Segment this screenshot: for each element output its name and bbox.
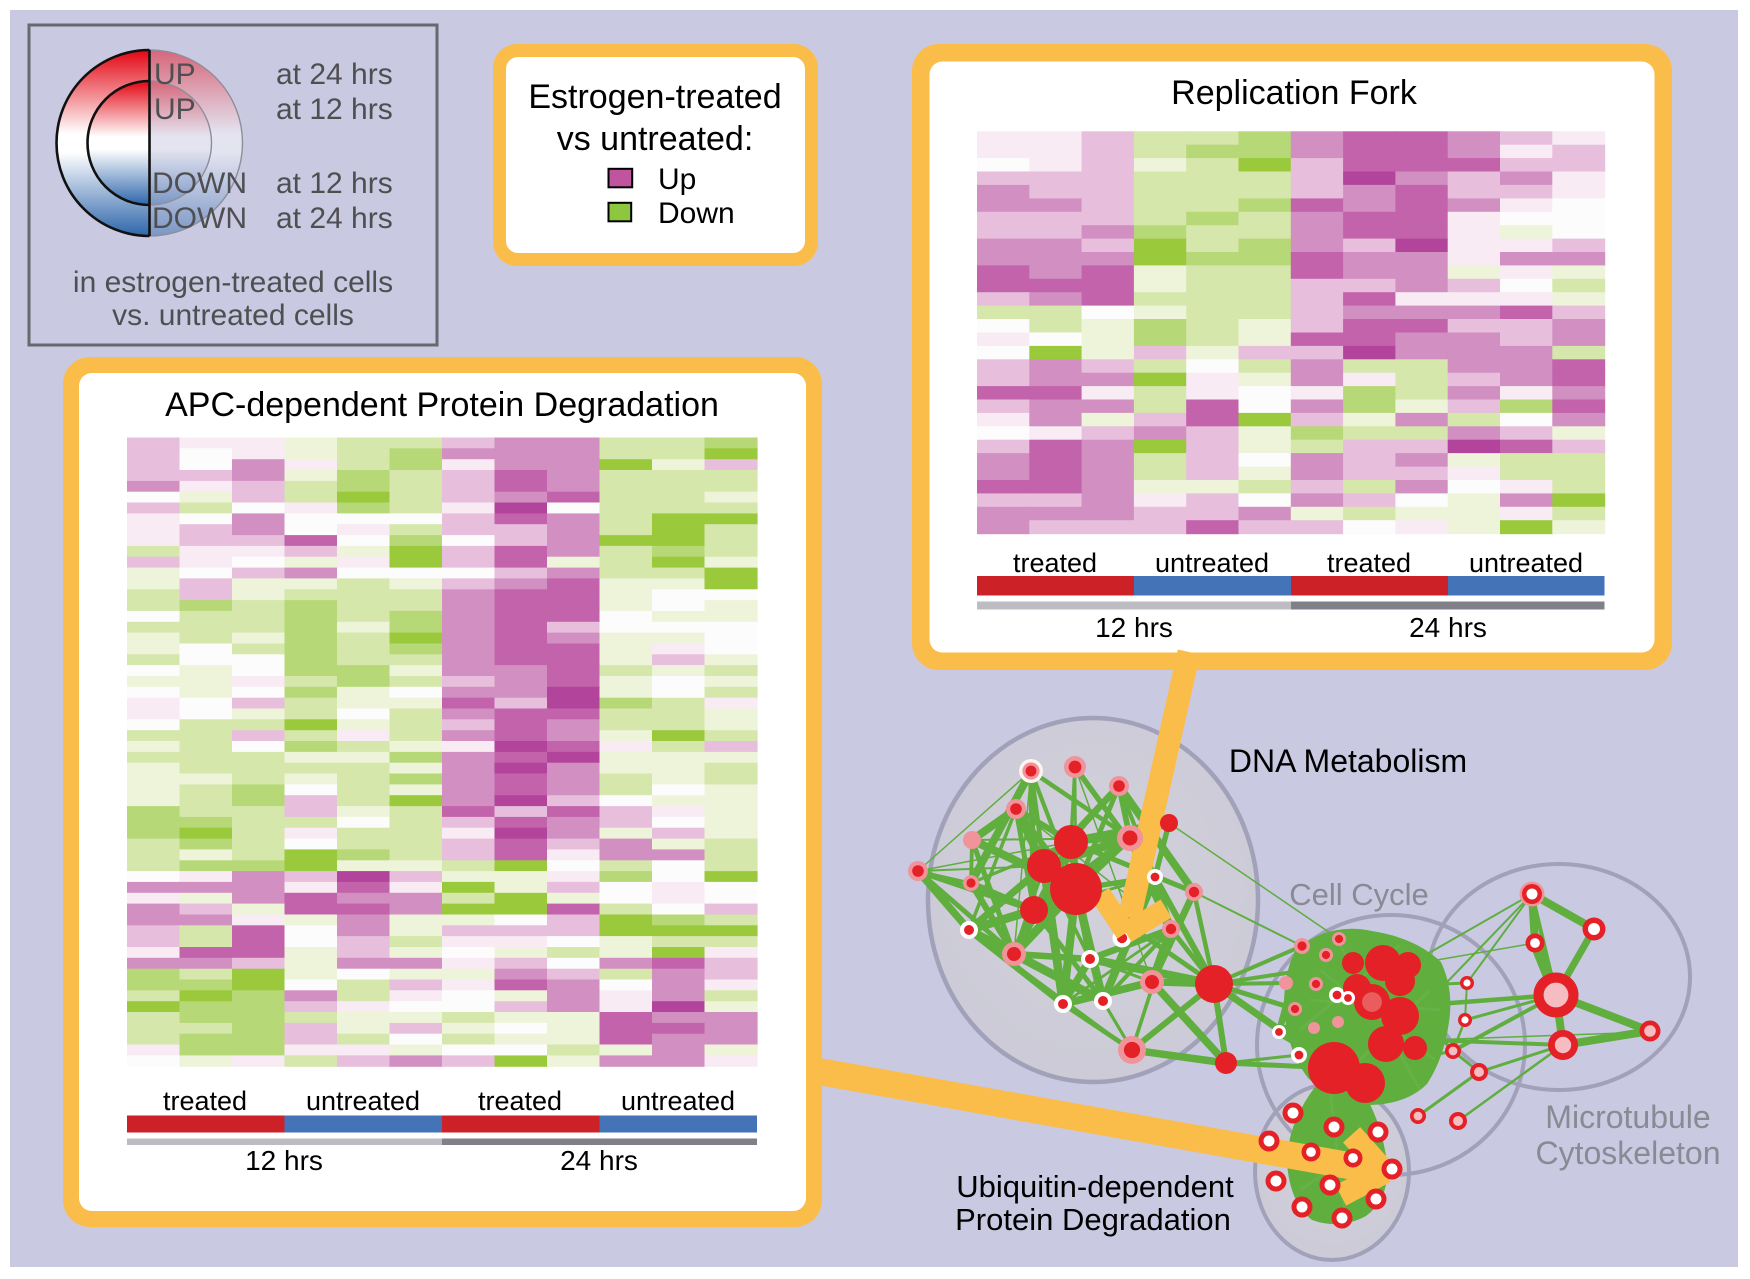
svg-text:Up: Up — [658, 163, 696, 196]
svg-text:12 hrs: 12 hrs — [245, 1145, 323, 1176]
svg-text:treated: treated — [163, 1086, 247, 1116]
svg-text:DOWN: DOWN — [152, 202, 247, 235]
svg-text:Cytoskeleton: Cytoskeleton — [1536, 1135, 1721, 1171]
svg-text:UP: UP — [154, 93, 196, 126]
svg-text:untreated: untreated — [1469, 548, 1583, 578]
svg-text:Estrogen-treated: Estrogen-treated — [528, 78, 781, 116]
svg-text:Replication Fork: Replication Fork — [1171, 74, 1418, 112]
svg-text:at 12 hrs: at 12 hrs — [276, 93, 393, 126]
svg-text:treated: treated — [478, 1086, 562, 1116]
svg-text:vs. untreated cells: vs. untreated cells — [112, 299, 354, 332]
svg-text:treated: treated — [1327, 548, 1411, 578]
svg-text:Protein Degradation: Protein Degradation — [955, 1202, 1231, 1237]
svg-text:at 24 hrs: at 24 hrs — [276, 202, 393, 235]
svg-text:untreated: untreated — [1155, 548, 1269, 578]
svg-text:untreated: untreated — [306, 1086, 420, 1116]
svg-text:vs untreated:: vs untreated: — [557, 120, 754, 158]
svg-text:in estrogen-treated cells: in estrogen-treated cells — [73, 266, 393, 299]
svg-text:Microtubule: Microtubule — [1545, 1099, 1710, 1135]
svg-text:Down: Down — [658, 197, 735, 230]
svg-text:at 24 hrs: at 24 hrs — [276, 58, 393, 91]
svg-text:UP: UP — [154, 58, 196, 91]
svg-text:24 hrs: 24 hrs — [1409, 612, 1487, 643]
svg-text:untreated: untreated — [621, 1086, 735, 1116]
svg-text:Cell Cycle: Cell Cycle — [1289, 877, 1429, 912]
svg-text:Ubiquitin-dependent: Ubiquitin-dependent — [956, 1169, 1234, 1204]
svg-text:12 hrs: 12 hrs — [1095, 612, 1173, 643]
svg-text:DOWN: DOWN — [152, 167, 247, 200]
svg-text:treated: treated — [1013, 548, 1097, 578]
svg-text:24 hrs: 24 hrs — [560, 1145, 638, 1176]
svg-text:DNA Metabolism: DNA Metabolism — [1229, 743, 1467, 779]
svg-text:APC-dependent Protein Degradat: APC-dependent Protein Degradation — [165, 386, 719, 424]
svg-text:at 12 hrs: at 12 hrs — [276, 167, 393, 200]
